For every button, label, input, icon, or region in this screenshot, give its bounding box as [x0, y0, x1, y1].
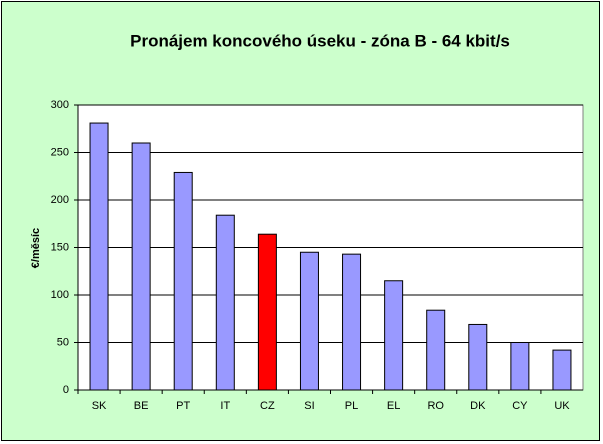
y-axis-label: €/měsíc — [30, 228, 42, 268]
y-tick-label: 250 — [51, 146, 69, 158]
y-tick-label: 100 — [51, 289, 69, 301]
x-tick-label: PL — [345, 400, 358, 412]
bar — [552, 349, 572, 391]
x-tick-label: CZ — [260, 400, 275, 412]
bar — [468, 323, 488, 391]
x-tick-label: IT — [220, 400, 230, 412]
bar — [384, 280, 404, 391]
x-tick-label: RO — [427, 400, 444, 412]
bar — [299, 251, 319, 391]
bar — [257, 233, 277, 391]
chart-title: Pronájem koncového úseku - zóna B - 64 k… — [130, 31, 510, 50]
x-tick-label: SK — [92, 400, 107, 412]
bar — [173, 171, 193, 391]
bar — [426, 309, 446, 391]
x-tick-label: PT — [176, 400, 190, 412]
bar — [131, 142, 151, 391]
bar — [342, 253, 362, 391]
bar — [215, 214, 235, 391]
y-tick-label: 0 — [63, 384, 69, 396]
y-tick-label: 150 — [51, 241, 69, 253]
x-tick-label: SI — [304, 400, 314, 412]
x-tick-label: DK — [470, 400, 486, 412]
x-tick-label: EL — [387, 400, 400, 412]
x-tick-label: UK — [554, 400, 570, 412]
x-tick-label: CY — [512, 400, 528, 412]
bar — [89, 122, 109, 391]
y-tick-label: 200 — [51, 194, 69, 206]
bar — [510, 342, 530, 391]
y-tick-label: 300 — [51, 99, 69, 111]
y-tick-label: 50 — [57, 336, 69, 348]
x-tick-label: BE — [134, 400, 149, 412]
